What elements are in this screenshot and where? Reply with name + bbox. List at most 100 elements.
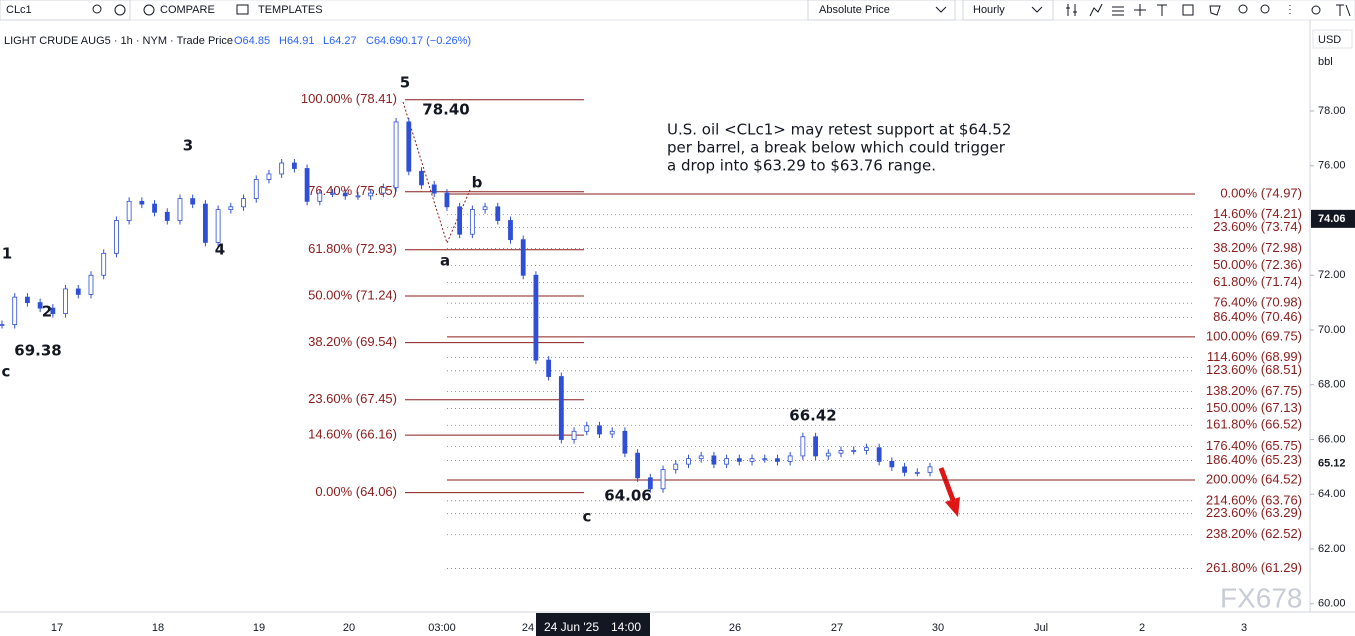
fib-label: 23.60% (73.74) <box>1213 219 1302 234</box>
fib-label: 100.00% (78.41) <box>301 91 397 106</box>
fib-label: 14.60% (74.21) <box>1213 206 1302 221</box>
legend-close: C64.69 <box>366 35 401 47</box>
fib-label: 214.60% (63.76) <box>1206 492 1302 507</box>
fib-label: 14.60% (66.16) <box>308 427 397 442</box>
wave-label: c <box>583 508 592 526</box>
candle <box>101 252 107 276</box>
currency-box[interactable] <box>1312 29 1353 49</box>
wave-label: a <box>440 252 450 270</box>
candle <box>686 458 691 465</box>
price-type-select[interactable] <box>807 0 956 21</box>
tool-icons[interactable] <box>1066 3 1351 17</box>
candle <box>724 458 730 465</box>
candle <box>202 203 208 243</box>
candle <box>571 430 577 440</box>
fib-label: 138.20% (67.75) <box>1206 383 1302 398</box>
candle <box>0 324 5 326</box>
time-label: 26 <box>729 622 741 634</box>
price-tick-label: 72.00 <box>1318 269 1346 281</box>
candle <box>88 274 94 295</box>
unit[interactable]: bbl <box>1318 56 1333 68</box>
candle <box>533 274 539 361</box>
legend-low: L64.27 <box>323 35 357 47</box>
arrow-head <box>945 497 960 517</box>
candle <box>330 192 335 195</box>
candle <box>609 430 615 435</box>
candle <box>164 211 170 221</box>
candle <box>152 203 157 213</box>
candle <box>126 200 132 221</box>
fib-label: 50.00% (71.24) <box>308 287 397 302</box>
wave-label: 78.40 <box>422 101 469 119</box>
fib-label: 76.40% (70.98) <box>1213 295 1302 310</box>
candle <box>813 436 818 457</box>
wave-label: 2 <box>42 303 52 321</box>
price-type[interactable]: Absolute Price <box>819 4 890 16</box>
candle <box>241 198 246 208</box>
candle <box>419 170 424 186</box>
watermark: FX678 <box>1220 582 1303 613</box>
candle <box>584 425 590 432</box>
candle <box>787 455 793 462</box>
fib-label: 123.60% (68.51) <box>1206 362 1302 377</box>
candle <box>291 162 297 169</box>
dropdown-arrow <box>1031 6 1043 13</box>
candle <box>673 463 679 471</box>
time-label: 17 <box>51 622 63 634</box>
candle <box>558 376 564 440</box>
arrow-shaft <box>938 467 956 501</box>
candle <box>622 430 628 454</box>
fib-label: 114.60% (68.99) <box>1207 349 1302 364</box>
templates-button[interactable]: TEMPLATES <box>258 4 323 16</box>
search-icon[interactable] <box>92 4 102 14</box>
time-label: 2 <box>1139 622 1145 634</box>
candle <box>228 206 234 210</box>
time-label: 18 <box>152 622 164 634</box>
interval[interactable]: Hourly <box>973 4 1005 16</box>
currency[interactable]: USD <box>1318 34 1341 46</box>
candle <box>800 436 806 457</box>
price-marker <box>1311 454 1355 473</box>
fib-label: 50.00% (72.36) <box>1213 257 1302 272</box>
candle <box>139 200 145 205</box>
candle <box>253 179 259 200</box>
fib-label: 186.40% (65.23) <box>1206 452 1302 467</box>
candle <box>317 192 323 202</box>
fib-label: 200.00% (64.52) <box>1206 471 1302 486</box>
time-label: 19 <box>253 622 265 634</box>
candle <box>215 209 221 243</box>
clock-icon[interactable] <box>114 4 126 16</box>
candle <box>851 450 857 452</box>
compare-button[interactable]: COMPARE <box>160 4 215 16</box>
fib-label: 100.00% (69.75) <box>1206 328 1302 343</box>
candle <box>368 192 374 197</box>
time-label: 03:00 <box>428 622 456 634</box>
interval-select[interactable] <box>962 0 1054 21</box>
symbol[interactable]: CLc1 <box>6 4 32 16</box>
fib-label: 176.40% (65.75) <box>1206 438 1302 453</box>
time-label: 20 <box>343 622 355 634</box>
candle <box>342 192 348 197</box>
candle <box>647 477 653 490</box>
candle <box>927 466 933 473</box>
candle <box>406 121 412 172</box>
candle <box>444 192 450 208</box>
templates-icon[interactable] <box>236 4 249 15</box>
cursor-date: 24 Jun '25 <box>544 620 599 634</box>
candle <box>431 184 437 194</box>
candle <box>635 452 641 479</box>
compare-icon[interactable] <box>143 4 155 16</box>
fib-label: 38.20% (69.54) <box>308 334 397 349</box>
price-marker <box>1311 209 1355 228</box>
candle <box>914 471 920 474</box>
wave-label: 1 <box>2 245 12 263</box>
candle <box>736 458 742 462</box>
candle <box>597 425 602 435</box>
candle <box>75 288 81 295</box>
time-label: Jul <box>1034 622 1048 634</box>
annotation-line: per barrel, a break below which could tr… <box>667 139 1006 157</box>
candle <box>546 359 552 377</box>
wave-label: 3 <box>183 137 193 155</box>
legend-high: H64.91 <box>279 35 314 47</box>
price-tick-label: 64.00 <box>1318 488 1346 500</box>
